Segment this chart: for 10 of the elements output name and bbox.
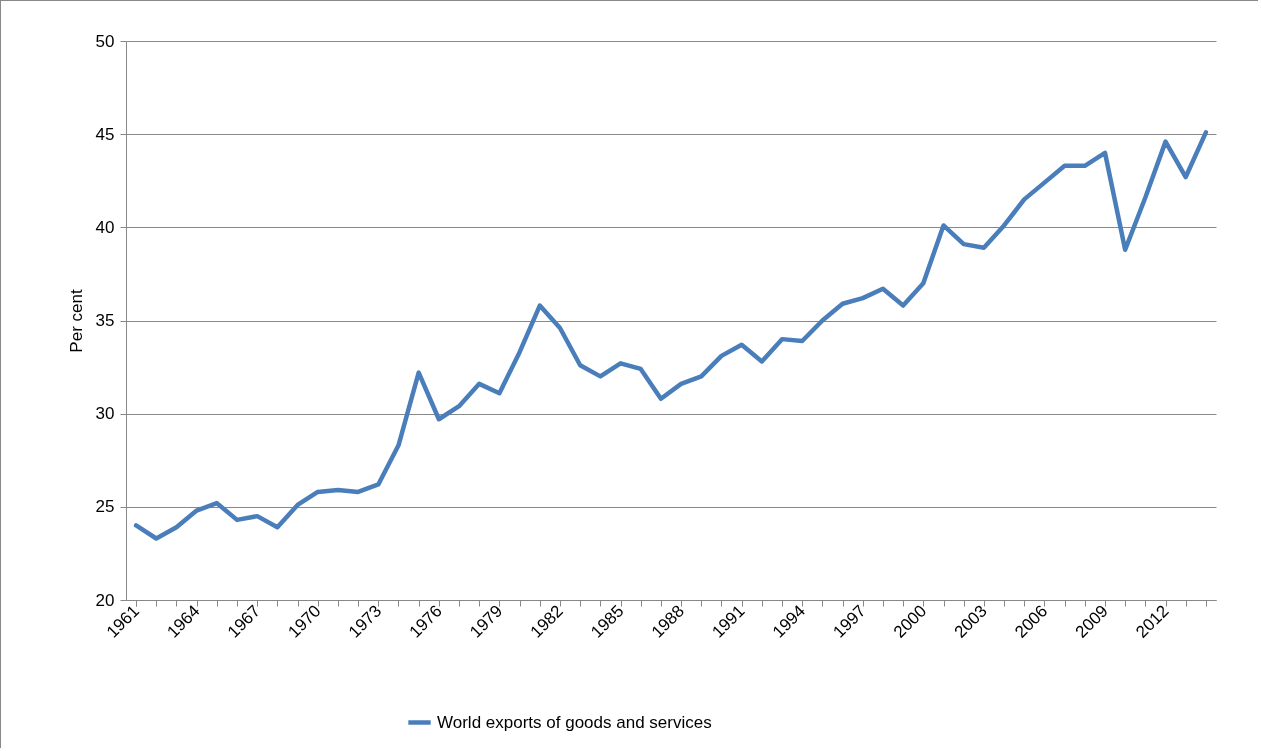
y-axis-title: Per cent [66, 289, 86, 353]
legend-label: World exports of goods and services [437, 712, 712, 732]
y-tick-label: 35 [95, 311, 115, 330]
y-tick-label: 40 [95, 217, 115, 237]
y-tick-label: 25 [95, 497, 115, 517]
y-tick-label: 30 [95, 404, 115, 424]
y-tick-label: 45 [95, 124, 115, 144]
y-tick-label: 50 [95, 31, 115, 51]
line-series [133, 130, 1209, 541]
y-tick-label: 20 [95, 590, 115, 610]
